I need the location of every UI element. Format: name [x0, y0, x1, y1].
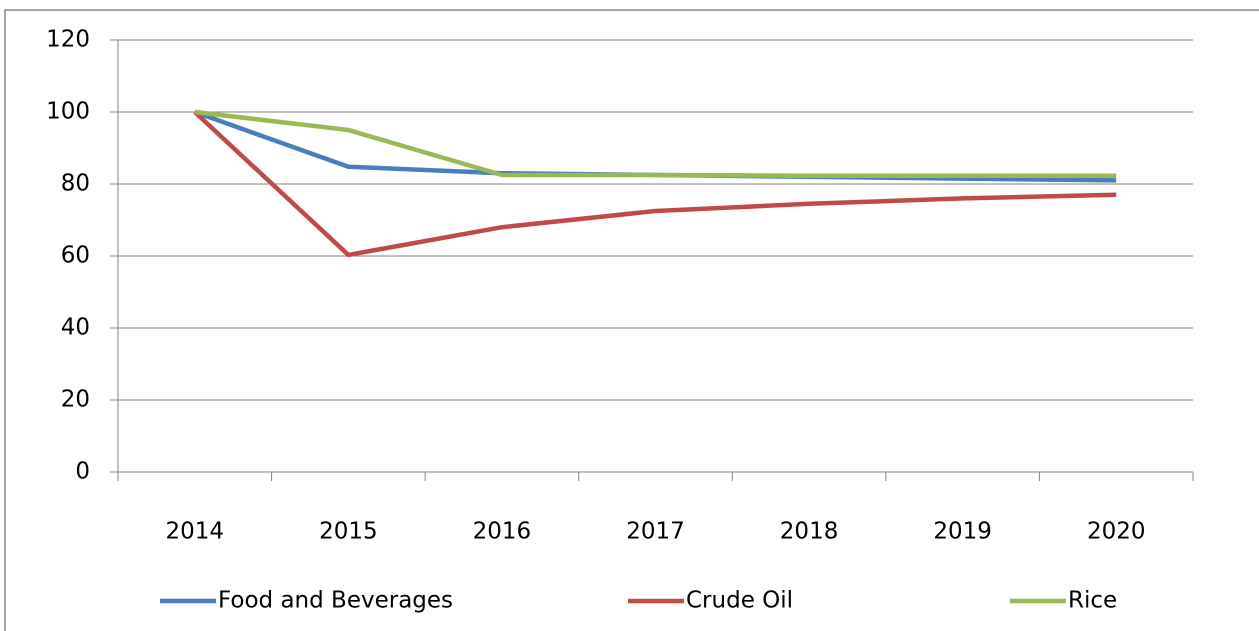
x-tick-label: 2019 — [933, 519, 992, 545]
x-tick-label: 2018 — [780, 519, 839, 545]
x-tick-label: 2016 — [473, 519, 532, 545]
series-line — [194, 109, 1117, 178]
y-tick-label: 20 — [61, 387, 90, 413]
y-tick-label: 100 — [46, 99, 90, 125]
chart-frame — [4, 9, 1259, 631]
x-tick-label: 2020 — [1087, 519, 1146, 545]
legend-label: Crude Oil — [686, 588, 793, 614]
series-line — [193, 110, 1117, 258]
y-tick-label: 60 — [61, 243, 90, 269]
y-tick-label: 120 — [46, 27, 90, 53]
y-tick-label: 80 — [61, 171, 90, 197]
legend-label: Food and Beverages — [218, 588, 453, 614]
y-tick-label: 40 — [61, 315, 90, 341]
series-line — [194, 109, 1117, 183]
x-tick-label: 2014 — [166, 519, 225, 545]
y-tick-label: 0 — [75, 459, 90, 485]
x-tick-label: 2017 — [626, 519, 685, 545]
x-tick-label: 2015 — [319, 519, 378, 545]
legend-label: Rice — [1068, 588, 1117, 614]
